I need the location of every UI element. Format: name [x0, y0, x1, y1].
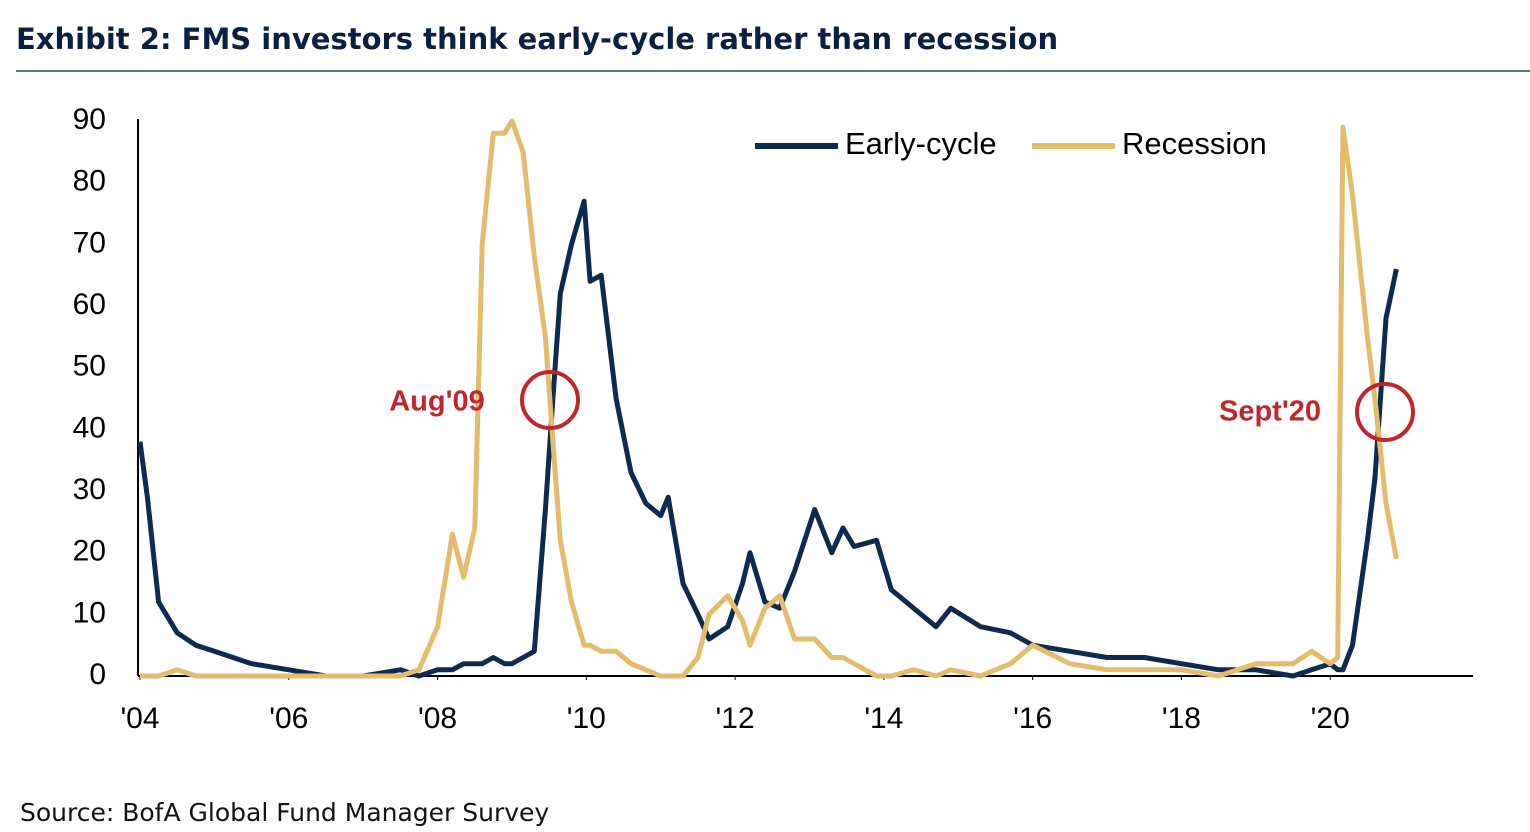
- x-tick-label: '12: [716, 702, 755, 735]
- annotation-circle: [1355, 382, 1415, 442]
- annotation-label: Aug'09: [389, 386, 485, 418]
- y-tick-label: 70: [73, 226, 106, 259]
- annotation-label: Sept'20: [1219, 396, 1321, 428]
- y-tick-label: 0: [89, 658, 106, 691]
- x-tick-label: '06: [269, 702, 308, 735]
- x-tick-label: '04: [120, 702, 159, 735]
- title-rule: [16, 70, 1530, 72]
- x-tick-label: '08: [418, 702, 457, 735]
- series-line: [140, 118, 1399, 679]
- y-tick-label: 80: [73, 165, 106, 198]
- y-tick-label: 60: [73, 288, 106, 321]
- legend-label: Recession: [1122, 126, 1267, 161]
- series-line: [137, 198, 1399, 679]
- chart-title: Exhibit 2: FMS investors think early-cyc…: [16, 22, 1059, 56]
- annotation-circle: [520, 370, 580, 430]
- x-tick-label: '10: [567, 702, 606, 735]
- y-tick-label: 50: [73, 350, 106, 383]
- y-tick-label: 20: [73, 535, 106, 568]
- y-tick-label: 10: [73, 596, 106, 629]
- source-note: Source: BofA Global Fund Manager Survey: [20, 798, 550, 827]
- y-tick-label: 40: [73, 411, 106, 444]
- legend-label: Early-cycle: [845, 126, 997, 161]
- x-tick-label: '18: [1162, 702, 1201, 735]
- y-tick-label: 30: [73, 473, 106, 506]
- x-tick-label: '16: [1013, 702, 1052, 735]
- y-tick-label: 90: [73, 103, 106, 136]
- x-tick-label: '14: [864, 702, 903, 735]
- x-tick-label: '20: [1311, 702, 1350, 735]
